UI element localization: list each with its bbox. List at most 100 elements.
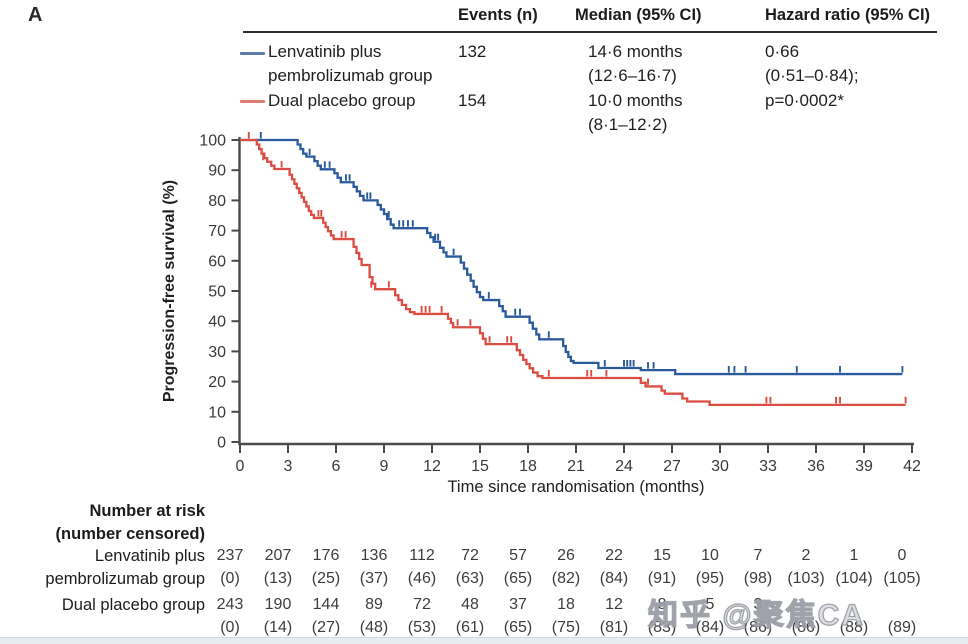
x-tick-label: 12 bbox=[423, 458, 441, 475]
risk-row-label-lenvatinib-line2: pembrolizumab group bbox=[45, 570, 205, 588]
x-tick-label: 36 bbox=[807, 458, 825, 475]
median-placebo-line1: 10·0 months bbox=[588, 91, 683, 110]
risk-count: 5 bbox=[705, 596, 715, 613]
y-tick-label: 0 bbox=[217, 435, 226, 452]
risk-count: 10 bbox=[701, 547, 719, 564]
watermark: 知乎 @聚焦CA bbox=[647, 598, 865, 632]
x-tick-label: 18 bbox=[519, 458, 537, 475]
risk-censored: (86) bbox=[791, 619, 821, 636]
risk-count: 8 bbox=[657, 596, 667, 613]
y-tick-label: 30 bbox=[208, 344, 226, 361]
risk-count: 176 bbox=[312, 547, 340, 564]
risk-count: 112 bbox=[409, 547, 435, 564]
risk-count: 37 bbox=[509, 596, 527, 613]
y-tick-label: 80 bbox=[208, 193, 226, 210]
risk-count: 3 bbox=[753, 596, 763, 613]
x-tick-label: 42 bbox=[903, 458, 921, 475]
risk-censored: (103) bbox=[787, 570, 825, 587]
risk-row-label-lenvatinib-line1: Lenvatinib plus bbox=[94, 547, 205, 565]
x-tick-label: 33 bbox=[759, 458, 777, 475]
risk-censored: (63) bbox=[455, 570, 485, 587]
x-tick-label: 9 bbox=[380, 458, 389, 475]
risk-count: 1 bbox=[849, 547, 859, 564]
legend-label-placebo: Dual placebo group bbox=[268, 91, 416, 110]
risk-censored: (65) bbox=[503, 619, 533, 636]
risk-count: 7 bbox=[753, 547, 763, 564]
x-tick-label: 3 bbox=[284, 458, 293, 475]
risk-count: 72 bbox=[413, 596, 431, 613]
risk-count: 48 bbox=[461, 596, 479, 613]
hazard-ratio-ci: (0·51–0·84); bbox=[765, 66, 859, 85]
risk-censored: (27) bbox=[311, 619, 341, 636]
risk-censored: (0) bbox=[220, 570, 240, 587]
legend-line-placebo bbox=[240, 100, 265, 103]
risk-count: 72 bbox=[461, 547, 479, 564]
risk-count: 207 bbox=[264, 547, 292, 564]
risk-count: 15 bbox=[653, 547, 671, 564]
col-header-events: Events (n) bbox=[458, 6, 538, 24]
median-placebo-line2: (8·1–12·2) bbox=[588, 115, 668, 134]
y-tick-label: 50 bbox=[208, 284, 226, 301]
risk-count: 136 bbox=[360, 547, 388, 564]
y-tick-label: 70 bbox=[208, 223, 226, 240]
risk-count: 243 bbox=[216, 596, 244, 613]
risk-censored: (82) bbox=[551, 570, 581, 587]
risk-header-line1: Number at risk bbox=[89, 502, 205, 520]
risk-censored: (105) bbox=[883, 570, 921, 587]
risk-censored: (53) bbox=[407, 619, 437, 636]
panel-label: A bbox=[28, 4, 43, 26]
risk-censored: (86) bbox=[743, 619, 773, 636]
risk-count: 12 bbox=[605, 596, 623, 613]
risk-count: 26 bbox=[557, 547, 575, 564]
survival-curve-placebo bbox=[240, 138, 906, 407]
risk-count: 144 bbox=[312, 596, 340, 613]
y-tick-label: 60 bbox=[208, 253, 226, 270]
x-tick-label: 30 bbox=[711, 458, 729, 475]
risk-censored: (84) bbox=[695, 619, 725, 636]
risk-censored: (13) bbox=[263, 570, 293, 587]
risk-censored: (0) bbox=[220, 619, 240, 636]
risk-censored: (89) bbox=[887, 619, 917, 636]
risk-censored: (98) bbox=[743, 570, 773, 587]
median-lenvatinib-line2: (12·6–16·7) bbox=[588, 66, 677, 85]
risk-censored: (61) bbox=[455, 619, 485, 636]
y-axis-label: Progression-free survival (%) bbox=[161, 180, 178, 402]
bottom-strip bbox=[0, 637, 968, 644]
risk-censored: (75) bbox=[551, 619, 581, 636]
risk-count: 57 bbox=[509, 547, 527, 564]
risk-censored: (48) bbox=[359, 619, 389, 636]
y-tick-label: 100 bbox=[199, 133, 226, 150]
x-tick-label: 21 bbox=[567, 458, 585, 475]
y-tick-label: 20 bbox=[208, 374, 226, 391]
col-header-hazard-ratio: Hazard ratio (95% CI) bbox=[765, 6, 931, 24]
risk-censored: (83) bbox=[647, 619, 677, 636]
risk-count: 237 bbox=[216, 547, 244, 564]
risk-censored: (95) bbox=[695, 570, 725, 587]
risk-censored: (88) bbox=[839, 619, 869, 636]
x-tick-label: 0 bbox=[236, 458, 245, 475]
survival-curve-lenvatinib bbox=[240, 138, 903, 376]
legend-label-lenvatinib-line1: Lenvatinib plus bbox=[268, 42, 382, 61]
col-header-median: Median (95% CI) bbox=[575, 6, 702, 24]
x-tick-label: 27 bbox=[663, 458, 681, 475]
risk-count: 190 bbox=[264, 596, 292, 613]
y-tick-label: 40 bbox=[208, 314, 226, 331]
median-lenvatinib-line1: 14·6 months bbox=[588, 42, 683, 61]
risk-censored: (104) bbox=[835, 570, 873, 587]
legend-label-lenvatinib-line2: pembrolizumab group bbox=[268, 66, 433, 85]
x-tick-label: 39 bbox=[855, 458, 873, 475]
risk-count: 2 bbox=[801, 547, 811, 564]
risk-count: 22 bbox=[605, 547, 623, 564]
x-axis-label: Time since randomisation (months) bbox=[447, 478, 704, 496]
hazard-ratio-value: 0·66 bbox=[765, 42, 800, 61]
risk-censored: (91) bbox=[647, 570, 677, 587]
risk-censored: (84) bbox=[599, 570, 629, 587]
legend-line-lenvatinib bbox=[240, 52, 265, 55]
risk-censored: (25) bbox=[311, 570, 341, 587]
risk-count: 89 bbox=[365, 596, 383, 613]
risk-count: 0 bbox=[897, 547, 907, 564]
y-tick-label: 10 bbox=[208, 404, 226, 421]
risk-censored: (37) bbox=[359, 570, 389, 587]
